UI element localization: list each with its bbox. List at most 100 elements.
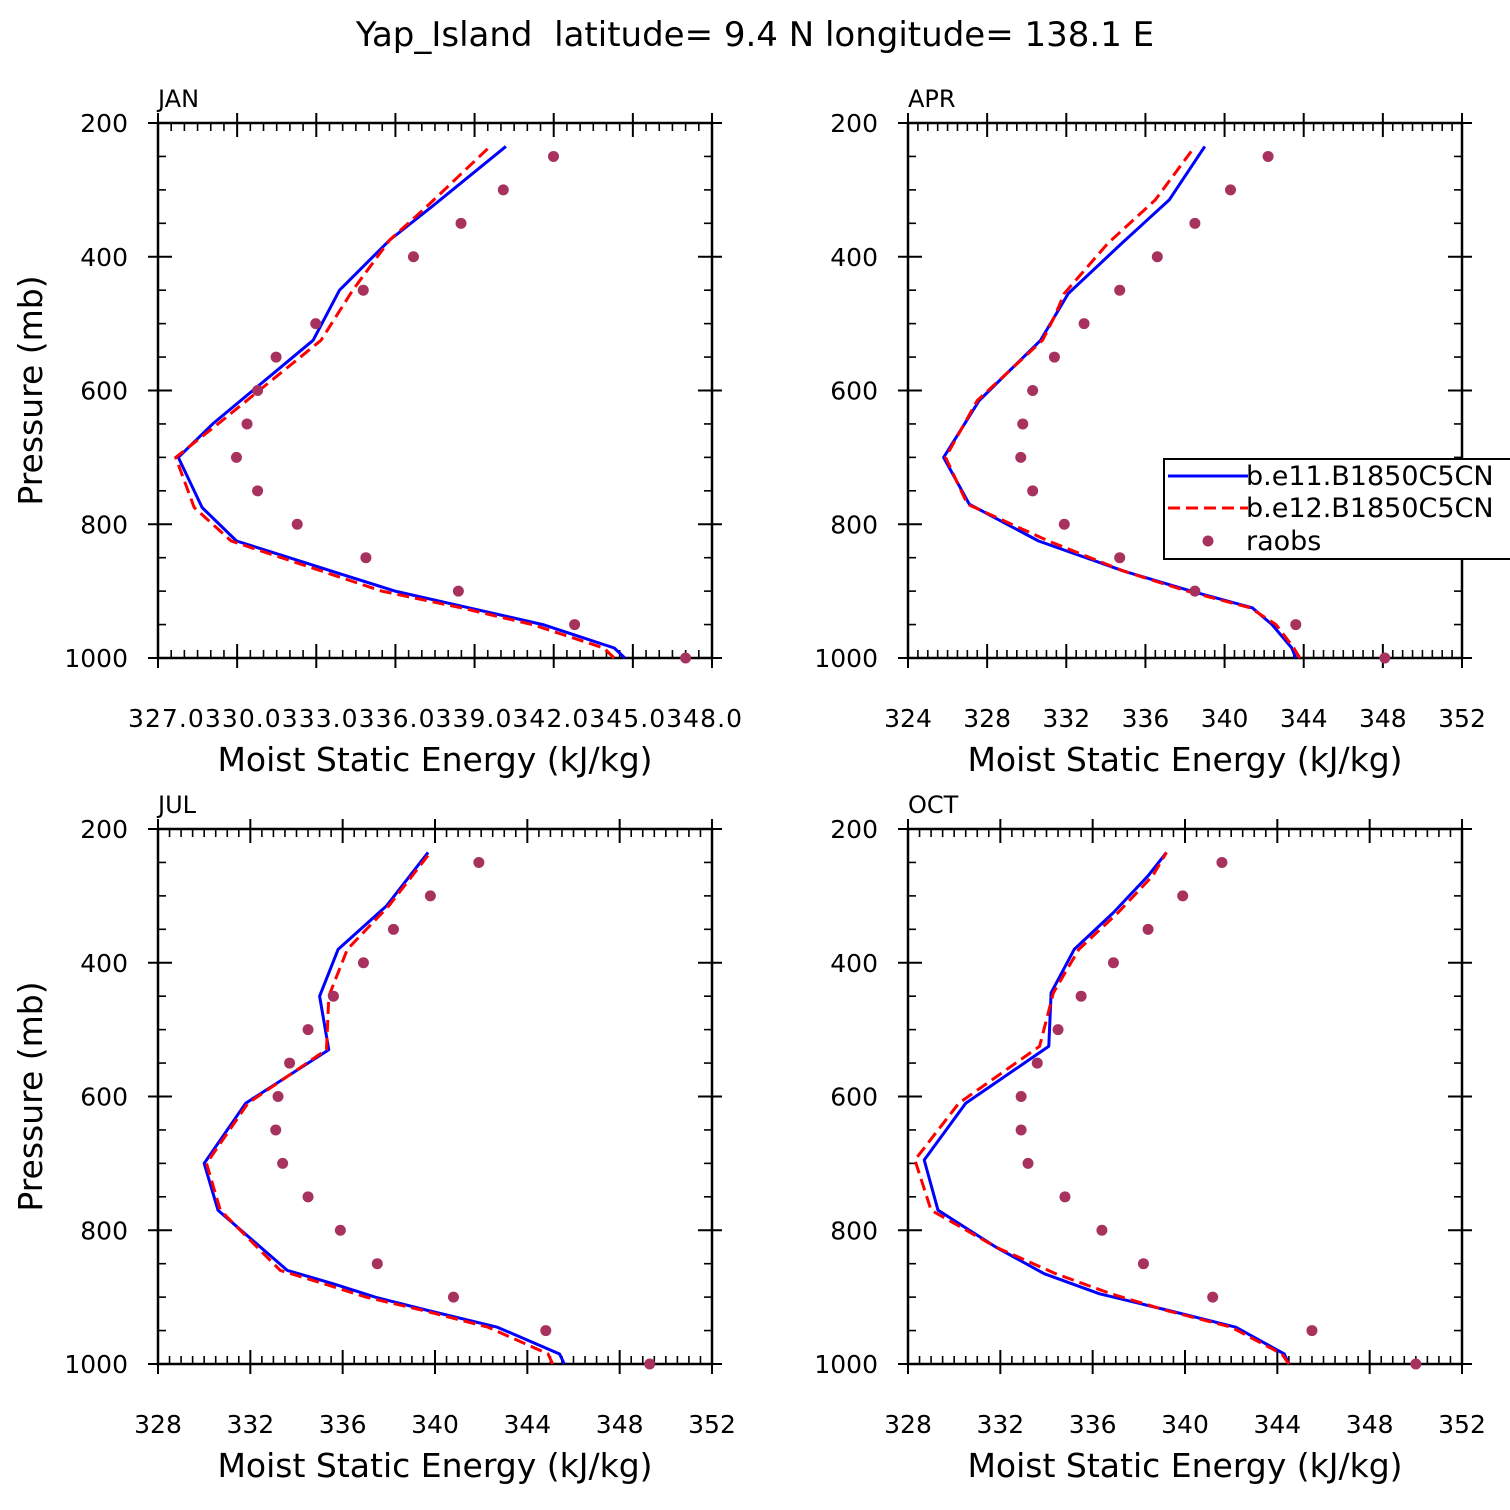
y-tick-label: 200 (80, 109, 128, 138)
x-tick-label: 336 (1069, 1410, 1117, 1439)
raobs-point (360, 552, 372, 564)
legend-swatch-raobs (1202, 535, 1214, 547)
x-tick-label: 348 (1359, 704, 1407, 733)
raobs-point (357, 284, 369, 296)
x-tick-label: 352 (1438, 1410, 1486, 1439)
raobs-point (407, 251, 419, 263)
y-tick-label: 1000 (64, 644, 128, 673)
y-tick-label: 600 (830, 377, 878, 406)
y-axis-title: Pressure (mb) (11, 275, 50, 505)
raobs-point (1225, 184, 1237, 196)
x-tick-label: 336 (319, 1410, 367, 1439)
raobs-point (1048, 351, 1060, 363)
raobs-point (302, 1191, 314, 1203)
raobs-point (1189, 585, 1201, 597)
raobs-point (455, 217, 467, 229)
raobs-point (1052, 1024, 1064, 1036)
raobs-point (252, 485, 264, 497)
legend-label: b.e11.B1850C5CN (1246, 461, 1494, 492)
y-tick-label: 800 (830, 1216, 878, 1245)
x-tick-label: 328 (134, 1410, 182, 1439)
raobs-point (473, 856, 485, 868)
x-axis-title: Moist Static Energy (kJ/kg) (967, 1446, 1402, 1485)
x-tick-label: 328 (963, 704, 1011, 733)
panel-label: JUL (156, 791, 197, 819)
raobs-point (334, 1224, 346, 1236)
panel-label: APR (908, 85, 956, 113)
x-tick-label: 324 (884, 704, 932, 733)
raobs-point (1027, 485, 1039, 497)
raobs-point (327, 990, 339, 1002)
x-tick-label: 327.0330.0333.0336.0339.0342.0345.0348.0 (128, 704, 742, 733)
x-axis-title: Moist Static Energy (kJ/kg) (967, 740, 1402, 779)
x-tick-label: 332 (976, 1410, 1024, 1439)
x-tick-label: 344 (503, 1410, 551, 1439)
panel-jan: JAN 200 400 600 800 1000 327.0330.0333.0336.03… (11, 85, 742, 779)
panel-label: OCT (908, 791, 959, 819)
x-axis-title: Moist Static Energy (kJ/kg) (217, 740, 652, 779)
raobs-point (569, 619, 581, 631)
raobs-point (1114, 552, 1126, 564)
x-tick-label: 328 (884, 1410, 932, 1439)
raobs-point (1290, 619, 1302, 631)
x-tick-label: 340 (1201, 704, 1249, 733)
series-line-e11 (922, 851, 1291, 1365)
raobs-point (1137, 1258, 1149, 1270)
series-line-e12 (174, 145, 616, 660)
raobs-point (1059, 1191, 1071, 1203)
raobs-point (1031, 1057, 1043, 1069)
raobs-point (241, 418, 253, 430)
x-tick-label: 348 (596, 1410, 644, 1439)
x-tick-label: 332 (226, 1410, 274, 1439)
raobs-point (357, 957, 369, 969)
figure-title: Yap_Island latitude= 9.4 N longitude= 13… (355, 15, 1154, 55)
raobs-point (1015, 1091, 1027, 1102)
raobs-point (680, 652, 692, 664)
raobs-point (1017, 418, 1029, 430)
raobs-point (1078, 318, 1090, 330)
raobs-point (1027, 385, 1039, 396)
raobs-point (447, 1291, 459, 1303)
raobs-point (1114, 284, 1126, 296)
x-tick-label: 352 (688, 1410, 736, 1439)
plot-frame (906, 827, 1464, 1366)
raobs-point (277, 1157, 289, 1169)
series-line-e11 (176, 145, 626, 660)
panel-apr: APR 200 400 600 800 1000 324 328 332 336 340 344 348… (814, 85, 1485, 779)
raobs-point (1015, 1124, 1027, 1136)
y-axis-title: Pressure (mb) (11, 981, 50, 1211)
y-tick-label: 1000 (814, 1350, 878, 1379)
x-tick-label: 344 (1280, 704, 1328, 733)
y-tick-label: 800 (830, 510, 878, 539)
series-line-e12 (913, 851, 1291, 1365)
raobs-point (230, 451, 242, 463)
y-tick-label: 400 (80, 243, 128, 272)
raobs-point (310, 318, 322, 330)
raobs-point (387, 923, 399, 935)
plot-frame (156, 827, 714, 1366)
raobs-point (1207, 1291, 1219, 1303)
raobs-point (371, 1258, 383, 1270)
y-tick-label: 200 (80, 815, 128, 844)
y-tick-label: 400 (830, 949, 878, 978)
panel-jul: JUL 200 400 600 800 1000 328 332 336 340 344 348 352… (11, 791, 736, 1485)
x-tick-label: 348 (1346, 1410, 1394, 1439)
raobs-point (1379, 652, 1391, 664)
raobs-point (1177, 890, 1189, 902)
raobs-point (1015, 451, 1027, 463)
raobs-point (1096, 1224, 1108, 1236)
series-line-e12 (944, 145, 1302, 659)
raobs-point (547, 150, 559, 162)
x-tick-label: 340 (411, 1410, 459, 1439)
raobs-point (1058, 518, 1070, 530)
raobs-point (252, 385, 264, 396)
x-tick-label: 352 (1438, 704, 1486, 733)
x-axis-title: Moist Static Energy (kJ/kg) (217, 1446, 652, 1485)
raobs-point (424, 890, 436, 902)
panel-label: JAN (156, 85, 199, 113)
y-tick-label: 1000 (814, 644, 878, 673)
raobs-point (644, 1358, 656, 1370)
raobs-point (1306, 1325, 1318, 1337)
